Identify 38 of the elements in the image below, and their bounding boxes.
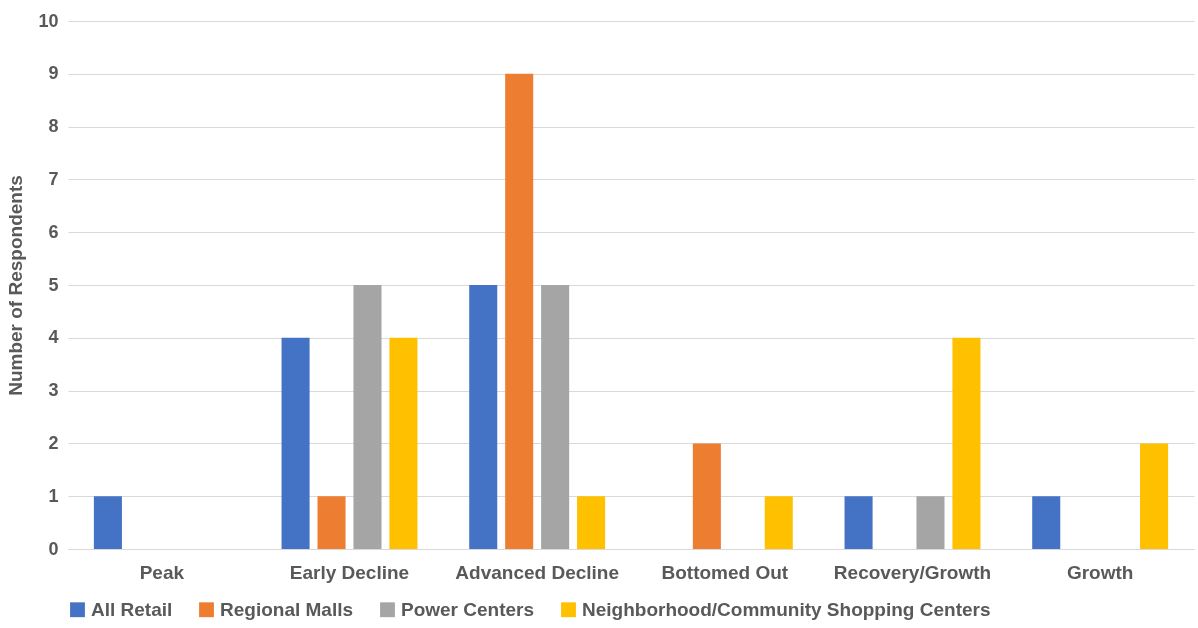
y-tick-label: 6 — [48, 221, 59, 242]
bar — [541, 285, 570, 549]
y-tick-label: 4 — [48, 327, 59, 348]
y-tick-label: 9 — [48, 63, 59, 84]
legend-label: Neighborhood/Community Shopping Centers — [582, 598, 991, 620]
y-tick-label: 0 — [48, 538, 59, 559]
y-tick-label: 7 — [48, 168, 59, 189]
x-tick-label: Early Decline — [289, 561, 410, 583]
y-axis-title: Number of Respondents — [5, 175, 27, 396]
x-tick-label: Growth — [1066, 561, 1134, 583]
bar — [577, 496, 606, 549]
bar — [1032, 496, 1061, 549]
bar — [281, 337, 310, 549]
x-tick-label: Advanced Decline — [455, 561, 619, 583]
bar — [353, 285, 382, 549]
bar — [505, 73, 534, 549]
legend-label: Regional Malls — [220, 598, 354, 620]
y-tick-label: 2 — [48, 432, 59, 453]
bar — [952, 337, 981, 549]
bar — [916, 496, 945, 549]
bar — [469, 285, 498, 549]
bar — [389, 337, 418, 549]
bar — [1140, 443, 1169, 549]
x-tick-label: Recovery/Growth — [833, 561, 992, 583]
x-tick-label: Peak — [139, 561, 185, 583]
x-tick-label: Bottomed Out — [661, 561, 789, 583]
y-tick-label: 8 — [48, 116, 59, 137]
legend-label: All Retail — [91, 598, 173, 620]
y-tick-label: 5 — [48, 274, 59, 295]
bar — [844, 496, 873, 549]
y-tick-label: 1 — [48, 485, 59, 506]
bar — [93, 496, 122, 549]
bar — [317, 496, 346, 549]
bar — [692, 443, 721, 549]
bar — [764, 496, 793, 549]
y-tick-label: 3 — [48, 380, 59, 401]
legend-label: Power Centers — [401, 598, 535, 620]
y-tick-label: 10 — [38, 10, 59, 31]
